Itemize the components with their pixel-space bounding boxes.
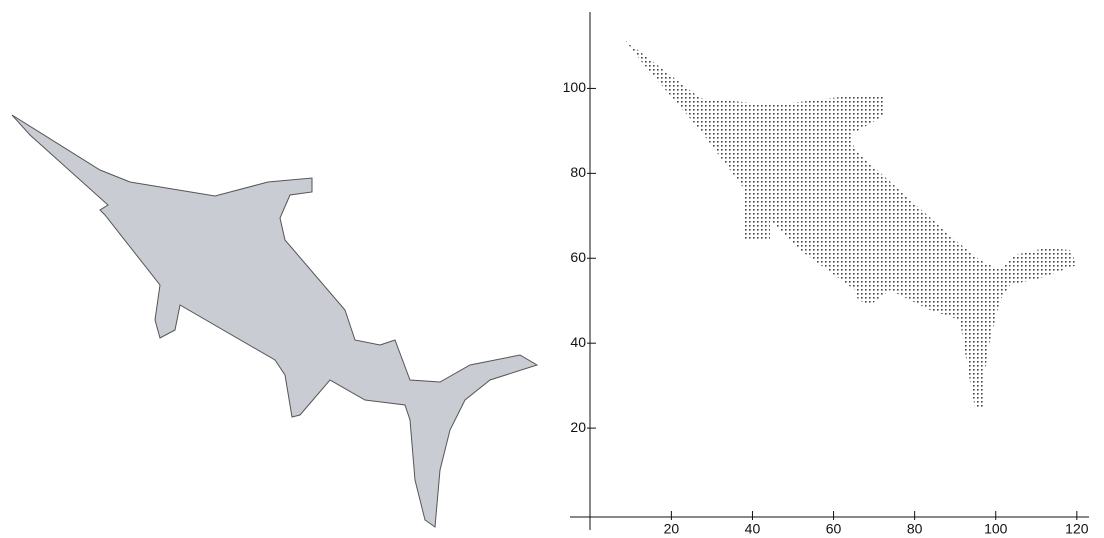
y-tick-label: 20 [570, 419, 586, 435]
x-tick-label: 80 [907, 521, 923, 537]
y-tick-label: 60 [570, 249, 586, 265]
figure: 20 40 60 80 100 120 20 40 60 80 100 [0, 0, 1104, 538]
x-tick-label: 20 [664, 521, 680, 537]
swordfish-outline [12, 115, 537, 527]
x-tick-label: 120 [1065, 521, 1089, 537]
dotted-swordfish [625, 40, 1077, 408]
y-tick-label: 80 [570, 164, 586, 180]
x-tick-label: 100 [984, 521, 1008, 537]
page: 2040608010012020406080100 (() => { const… [0, 0, 1104, 538]
x-tick-label: 60 [826, 521, 842, 537]
x-tick-label: 40 [745, 521, 761, 537]
y-tick-label: 100 [563, 79, 587, 95]
y-tick-label: 40 [570, 334, 586, 350]
